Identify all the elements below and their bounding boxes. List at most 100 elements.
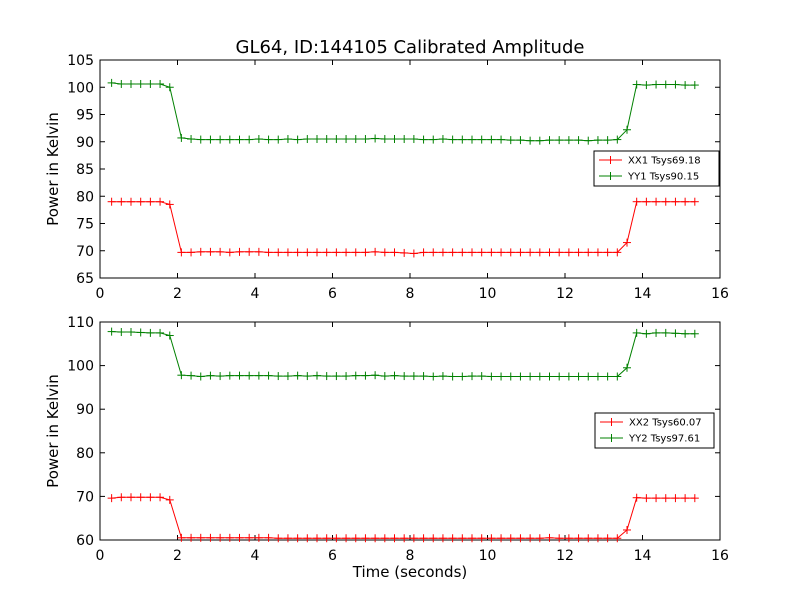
data-point-0-1-14 bbox=[245, 135, 254, 144]
x-tick-label-0-5: 10 bbox=[479, 286, 497, 302]
data-point-0-1-45 bbox=[545, 136, 554, 145]
data-point-0-1-9 bbox=[196, 135, 205, 144]
data-point-1-0-19 bbox=[293, 534, 302, 543]
data-point-1-1-19 bbox=[293, 371, 302, 380]
data-point-0-0-53 bbox=[623, 238, 631, 247]
data-point-1-1-9 bbox=[196, 372, 205, 381]
data-point-1-1-57 bbox=[661, 328, 670, 337]
data-point-0-1-59 bbox=[681, 81, 690, 90]
data-point-0-1-55 bbox=[642, 81, 651, 90]
data-point-1-0-38 bbox=[477, 534, 486, 543]
data-point-0-0-34 bbox=[438, 248, 447, 257]
data-point-0-0-32 bbox=[419, 248, 428, 257]
data-point-0-0-16 bbox=[264, 248, 273, 257]
data-point-1-0-53 bbox=[623, 525, 631, 534]
data-point-1-0-39 bbox=[487, 534, 496, 543]
chart-title: GL64, ID:144105 Calibrated Amplitude bbox=[236, 37, 585, 58]
legend-label-1: YY2 Tsys97.61 bbox=[628, 434, 700, 445]
data-point-1-1-50 bbox=[593, 372, 602, 381]
data-point-1-0-14 bbox=[245, 533, 254, 542]
data-point-0-0-2 bbox=[127, 197, 135, 206]
data-point-1-0-31 bbox=[409, 534, 418, 543]
data-point-0-1-23 bbox=[332, 135, 341, 144]
data-point-0-1-5 bbox=[156, 79, 165, 88]
data-point-1-0-23 bbox=[332, 534, 341, 543]
data-point-1-0-8 bbox=[187, 533, 196, 542]
data-point-1-1-15 bbox=[254, 371, 263, 380]
data-point-1-1-18 bbox=[283, 372, 292, 381]
y-tick-label-0-6: 95 bbox=[76, 108, 94, 124]
data-point-0-0-58 bbox=[671, 197, 680, 206]
data-point-0-1-58 bbox=[671, 80, 680, 89]
data-point-0-1-37 bbox=[468, 135, 476, 144]
data-point-1-0-52 bbox=[613, 534, 622, 543]
data-point-1-0-33 bbox=[429, 534, 438, 543]
data-point-0-0-19 bbox=[293, 248, 302, 257]
data-point-0-1-46 bbox=[555, 136, 564, 145]
data-point-0-1-33 bbox=[429, 135, 438, 144]
data-point-1-1-6 bbox=[165, 331, 174, 340]
data-point-0-1-51 bbox=[603, 136, 612, 145]
data-point-1-0-54 bbox=[632, 493, 641, 502]
x-tick-label-0-2: 4 bbox=[251, 286, 260, 302]
data-point-1-0-2 bbox=[127, 493, 135, 502]
data-point-0-1-36 bbox=[458, 135, 467, 144]
data-point-1-0-26 bbox=[361, 534, 370, 543]
data-point-1-1-23 bbox=[332, 372, 341, 381]
data-point-0-0-33 bbox=[429, 248, 438, 257]
data-point-1-0-57 bbox=[661, 494, 670, 503]
data-point-1-1-30 bbox=[400, 372, 409, 381]
data-point-0-1-31 bbox=[409, 135, 418, 144]
y-tick-label-1-4: 100 bbox=[67, 359, 94, 375]
data-point-1-0-5 bbox=[156, 493, 165, 502]
data-point-1-1-13 bbox=[235, 371, 244, 380]
data-point-1-0-28 bbox=[380, 534, 389, 543]
data-point-0-1-2 bbox=[127, 79, 135, 88]
data-point-1-1-55 bbox=[642, 329, 651, 338]
data-point-1-1-33 bbox=[429, 372, 438, 381]
x-tick-label-0-1: 2 bbox=[173, 286, 182, 302]
data-point-1-0-37 bbox=[468, 534, 476, 543]
data-point-1-1-41 bbox=[506, 372, 515, 381]
data-point-1-1-44 bbox=[535, 372, 544, 381]
data-point-0-0-39 bbox=[487, 248, 496, 257]
data-point-0-0-8 bbox=[187, 248, 196, 257]
x-axis-label-1: Time (seconds) bbox=[352, 563, 468, 581]
data-point-0-1-39 bbox=[487, 135, 496, 144]
data-point-0-1-8 bbox=[187, 135, 196, 144]
data-point-0-1-43 bbox=[526, 136, 535, 145]
data-point-0-0-20 bbox=[303, 248, 312, 257]
data-point-1-1-48 bbox=[574, 372, 583, 381]
data-point-1-1-31 bbox=[409, 372, 418, 381]
data-point-0-0-36 bbox=[458, 248, 467, 257]
y-tick-label-1-0: 60 bbox=[76, 533, 94, 549]
data-point-0-0-30 bbox=[400, 248, 409, 257]
data-point-0-1-24 bbox=[342, 135, 351, 144]
data-point-0-0-15 bbox=[254, 247, 263, 256]
y-tick-label-0-1: 70 bbox=[76, 244, 94, 260]
data-point-1-0-59 bbox=[681, 494, 690, 503]
data-point-1-1-28 bbox=[380, 372, 389, 381]
data-point-1-0-0 bbox=[107, 494, 116, 503]
data-point-1-1-35 bbox=[448, 372, 457, 381]
data-point-1-0-42 bbox=[516, 534, 525, 543]
data-point-0-0-1 bbox=[117, 197, 126, 206]
data-point-1-1-7 bbox=[177, 371, 186, 380]
data-point-0-1-1 bbox=[117, 79, 126, 88]
data-point-0-1-19 bbox=[293, 135, 302, 144]
data-point-1-1-56 bbox=[652, 328, 661, 337]
data-point-1-1-59 bbox=[681, 329, 690, 338]
data-point-0-0-14 bbox=[245, 247, 254, 256]
data-point-0-0-48 bbox=[574, 248, 583, 257]
data-point-0-1-21 bbox=[313, 135, 321, 144]
legend-box bbox=[593, 150, 720, 187]
data-point-0-1-0 bbox=[107, 78, 116, 87]
data-point-1-0-16 bbox=[264, 533, 273, 542]
data-point-0-0-17 bbox=[274, 248, 283, 257]
y-tick-label-1-3: 90 bbox=[76, 402, 94, 418]
data-point-0-1-56 bbox=[652, 80, 661, 89]
data-point-1-1-29 bbox=[390, 371, 399, 380]
legend-label-1: YY1 Tsys90.15 bbox=[627, 172, 699, 183]
data-point-1-0-32 bbox=[419, 534, 428, 543]
